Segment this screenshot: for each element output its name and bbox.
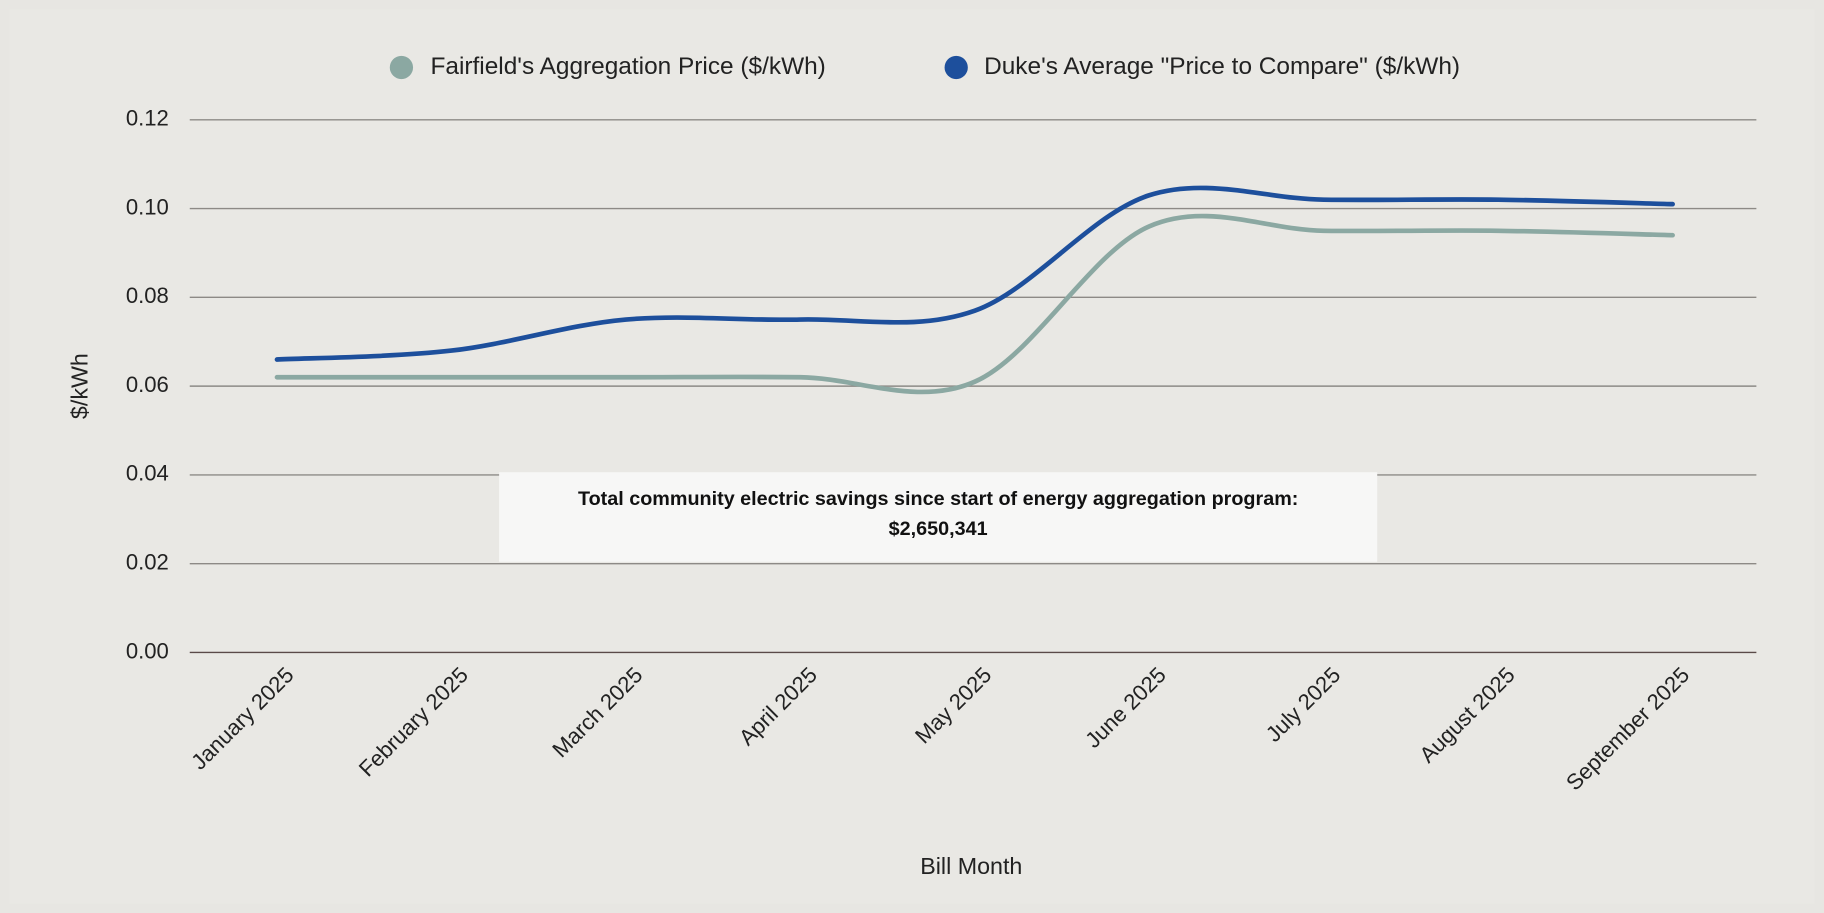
legend-label: Duke's Average "Price to Compare" ($/kWh… <box>984 53 1460 80</box>
y-tick-label: 0.06 <box>126 372 169 397</box>
legend-marker <box>944 55 968 80</box>
line-series <box>274 185 1675 362</box>
annotation: Total community electric savings since s… <box>577 487 1299 540</box>
y-axis-title: $/kWh <box>67 353 93 419</box>
x-axis-title: Bill Month <box>920 853 1022 879</box>
y-tick-label: 0.12 <box>126 106 169 131</box>
y-tick-label: 0.10 <box>126 194 169 219</box>
y-tick-label: 0.00 <box>126 638 169 663</box>
y-tick-label: 0.08 <box>126 283 169 308</box>
y-tick-label: 0.02 <box>126 550 169 575</box>
legend-label: Fairfield's Aggregation Price ($/kWh) <box>430 53 825 80</box>
legend-marker <box>389 55 414 80</box>
annotation-container: Total community electric savings since s… <box>577 487 1299 540</box>
annotation-box <box>499 472 1378 562</box>
y-tick-label: 0.04 <box>126 461 169 486</box>
chart-background <box>9 9 1815 904</box>
line-series <box>274 213 1675 395</box>
